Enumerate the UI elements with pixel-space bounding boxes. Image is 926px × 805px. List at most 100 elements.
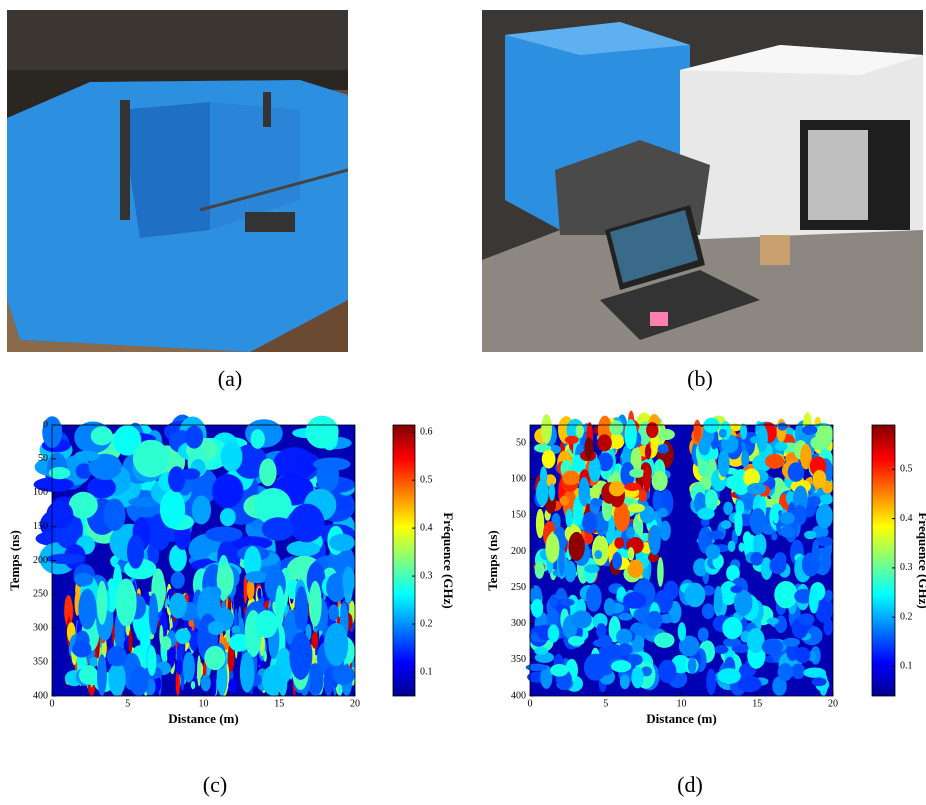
- heatmap-blob: [540, 665, 553, 689]
- colorbar-tick-label: 0.3: [420, 570, 433, 581]
- heatmap-blob: [534, 647, 549, 655]
- heatmap-blob: [294, 586, 309, 635]
- heatmap-blob: [582, 511, 598, 534]
- heatmap-blob: [68, 491, 98, 519]
- heatmap-blob: [687, 657, 697, 674]
- heatmap-blob: [677, 622, 687, 642]
- heatmap-blob: [200, 674, 211, 692]
- heatmap-blob: [329, 533, 355, 552]
- heatmap-blob: [216, 563, 234, 597]
- colorbar-tick-label: 0.3: [900, 562, 913, 573]
- heatmap-blob: [89, 656, 98, 668]
- heatmap-blob: [209, 586, 222, 599]
- heatmap-blob: [609, 420, 624, 436]
- heatmap-blob: [250, 429, 265, 449]
- x-axis-label: Distance (m): [168, 711, 238, 726]
- heatmap-panel: 0 5 10 15 20050100150200250300350400Distance…: [7, 414, 456, 726]
- heatmap-blob: [713, 585, 723, 614]
- heatmap-blob: [103, 498, 126, 532]
- heatmap-blob: [228, 678, 238, 693]
- heatmap-blob: [812, 469, 827, 489]
- heatmap-blob: [777, 663, 794, 682]
- heatmap-blob: [659, 520, 671, 541]
- heatmap-blob: [808, 496, 821, 507]
- heatmap-panel: 0 5 10 15 20 50 100 150 200 250 300 350 400 Distance …: [485, 410, 926, 726]
- heatmap-blob: [342, 566, 355, 595]
- y-tick-label: 200: [511, 546, 526, 557]
- heatmap-blob: [227, 643, 235, 672]
- x-tick-label: 0: [528, 698, 533, 709]
- y-tick-label: 150: [511, 510, 526, 521]
- heatmap-blob: [296, 453, 320, 473]
- heatmap-blob: [590, 498, 605, 507]
- heatmap-blob: [328, 604, 339, 621]
- heatmap-blob: [610, 433, 625, 449]
- heatmap-blob: [74, 450, 100, 462]
- heatmap-blob: [707, 530, 724, 540]
- colorbar: [392, 424, 416, 697]
- heatmap-blob: [594, 550, 603, 560]
- heatmap-blob: [760, 557, 773, 580]
- heatmap-blob: [212, 473, 243, 509]
- heatmap-blob: [189, 629, 199, 651]
- heatmap-blob: [756, 424, 768, 453]
- x-tick-label: 15: [752, 698, 762, 709]
- heatmap-blob: [332, 664, 355, 685]
- heatmap-blob: [612, 552, 623, 570]
- heatmap-blob: [550, 664, 569, 677]
- y-tick-label: 400: [511, 690, 526, 701]
- heatmap-blob: [698, 464, 709, 477]
- heatmap-blob: [585, 584, 602, 612]
- heatmap-blob: [657, 507, 668, 518]
- photo-a: [7, 10, 348, 352]
- colorbar-tick-label: 0.1: [420, 666, 433, 677]
- heatmap-blob: [774, 441, 788, 451]
- heatmap-blob: [568, 635, 585, 646]
- heatmap-blob: [714, 645, 729, 655]
- heatmap-blob: [598, 643, 623, 661]
- heatmap-blob: [147, 645, 157, 677]
- heatmap-blob: [740, 423, 748, 440]
- heatmap-blob: [640, 666, 653, 677]
- heatmap-blob: [289, 632, 312, 680]
- y-tick-label: 150: [33, 521, 48, 532]
- heatmap-blob: [205, 526, 243, 542]
- heatmap-blob: [726, 565, 740, 582]
- heatmap-blob: [129, 665, 149, 696]
- heatmap-blob: [614, 537, 625, 549]
- heatmap-blob: [646, 610, 663, 630]
- heatmap-blob: [128, 630, 133, 654]
- y-tick-label: 350: [33, 656, 48, 667]
- heatmap-blob: [212, 675, 217, 696]
- heatmap-blob: [625, 526, 636, 539]
- heatmap-blob: [693, 419, 702, 442]
- heatmap-blob: [619, 674, 630, 690]
- heatmap-blob: [752, 533, 767, 557]
- heatmap-blob: [627, 654, 643, 666]
- y-tick-label: 100: [33, 487, 48, 498]
- heatmap-blob: [777, 422, 788, 431]
- heatmap-blob: [220, 441, 243, 472]
- y-tick-label: 400: [33, 690, 48, 701]
- heatmap-blob: [46, 500, 74, 529]
- heatmap-blob: [797, 613, 815, 626]
- heatmap-blob: [824, 589, 833, 602]
- heatmap-blob: [629, 468, 646, 478]
- heatmap-blob: [160, 636, 172, 651]
- heatmap-blob: [608, 481, 625, 497]
- heatmap-blob: [541, 414, 552, 444]
- x-tick-label: 10: [677, 698, 687, 709]
- heatmap-blob: [259, 458, 277, 487]
- heatmap-blob: [616, 628, 633, 645]
- x-axis-label: Distance (m): [646, 711, 716, 726]
- heatmap-blob: [785, 491, 796, 506]
- heatmap-blob: [204, 645, 226, 671]
- heatmap-blob: [693, 558, 709, 577]
- heatmap-blob: [169, 592, 188, 619]
- heatmap-blob: [697, 507, 715, 520]
- heatmap-blob: [531, 598, 544, 618]
- heatmap-blob: [793, 504, 807, 526]
- y-tick-label: 300: [33, 623, 48, 634]
- heatmap-blob: [701, 603, 715, 620]
- x-tick-label: 10: [199, 698, 209, 709]
